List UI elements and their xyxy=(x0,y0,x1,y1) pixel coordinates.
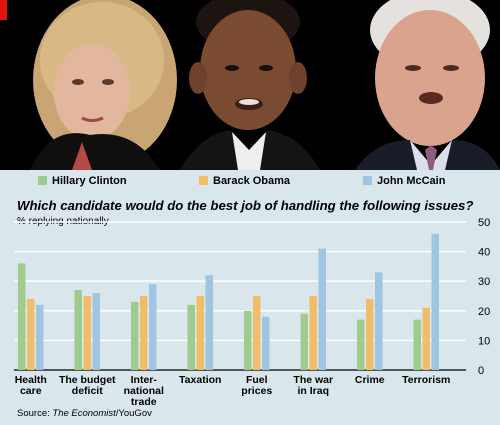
y-tick-label-0: 0 xyxy=(478,365,484,377)
source-suffix: /YouGov xyxy=(115,408,152,419)
bar-clinton-3 xyxy=(187,304,195,370)
category-label-1-line-0: The budget xyxy=(59,374,116,386)
bar-obama-2 xyxy=(140,296,148,370)
legend-item-clinton: Hillary Clinton xyxy=(38,175,127,187)
legend-swatch-clinton xyxy=(38,176,47,185)
bar-mccain-0 xyxy=(36,304,44,370)
bar-obama-0 xyxy=(27,298,35,370)
candidate-photo-band xyxy=(0,0,500,170)
y-tick-label-20: 20 xyxy=(478,306,490,318)
y-tick-label-30: 30 xyxy=(478,276,490,288)
bar-mccain-6 xyxy=(375,272,383,370)
bar-obama-1 xyxy=(83,296,91,370)
source-prefix: Source: xyxy=(17,408,53,419)
source-publication: The Economist xyxy=(52,408,116,419)
category-label-3-line-0: Taxation xyxy=(179,374,221,386)
bar-mccain-2 xyxy=(149,284,157,370)
bar-obama-5 xyxy=(309,296,317,370)
obama-portrait xyxy=(180,0,320,170)
category-label-1-line-1: deficit xyxy=(72,385,103,397)
bar-clinton-5 xyxy=(300,313,308,370)
y-tick-label-50: 50 xyxy=(478,217,490,229)
bar-obama-4 xyxy=(253,296,261,370)
legend-item-obama: Barack Obama xyxy=(199,175,290,187)
clinton-portrait xyxy=(30,0,177,170)
y-tick-label-10: 10 xyxy=(478,335,490,347)
bar-clinton-2 xyxy=(131,301,139,370)
bar-mccain-3 xyxy=(205,275,213,370)
bar-mccain-7 xyxy=(431,233,439,370)
mccain-portrait xyxy=(355,0,500,170)
legend-swatch-mccain xyxy=(363,176,372,185)
bar-obama-7 xyxy=(422,307,430,370)
y-tick-label-40: 40 xyxy=(478,247,490,259)
bar-clinton-4 xyxy=(244,310,252,370)
bar-clinton-6 xyxy=(357,319,365,370)
legend: Hillary Clinton Barack Obama John McCain xyxy=(0,175,500,191)
legend-swatch-obama xyxy=(199,176,208,185)
category-label-2-line-1: national xyxy=(124,385,164,397)
bar-clinton-0 xyxy=(18,263,26,370)
source-note: Source: The Economist/YouGov xyxy=(17,408,152,419)
bar-clinton-1 xyxy=(74,290,82,370)
bar-mccain-1 xyxy=(92,293,100,370)
legend-label-mccain: John McCain xyxy=(377,175,446,187)
bar-mccain-5 xyxy=(318,248,326,370)
category-label-2-line-0: Inter- xyxy=(131,374,158,386)
category-label-7-line-0: Terrorism xyxy=(402,374,450,386)
legend-label-obama: Barack Obama xyxy=(213,175,291,187)
category-label-4-line-0: Fuel xyxy=(246,374,268,386)
bar-obama-3 xyxy=(196,296,204,370)
category-label-2-line-2: trade xyxy=(131,396,157,405)
category-label-6-line-0: Crime xyxy=(355,374,385,386)
legend-label-clinton: Hillary Clinton xyxy=(52,175,127,187)
category-label-0-line-1: care xyxy=(20,385,42,397)
chart-title: Which candidate would do the best job of… xyxy=(17,198,474,213)
category-label-4-line-1: prices xyxy=(241,385,272,397)
chart-panel: Hillary Clinton Barack Obama John McCain… xyxy=(0,170,500,425)
category-label-5-line-1: in Iraq xyxy=(297,385,329,397)
bar-obama-6 xyxy=(366,298,374,370)
economist-red-tab xyxy=(0,0,7,20)
category-label-5-line-0: The war xyxy=(293,374,333,386)
bar-mccain-4 xyxy=(262,316,270,370)
category-label-0-line-0: Health xyxy=(15,374,47,386)
bar-clinton-7 xyxy=(413,319,421,370)
legend-item-mccain: John McCain xyxy=(363,175,445,187)
